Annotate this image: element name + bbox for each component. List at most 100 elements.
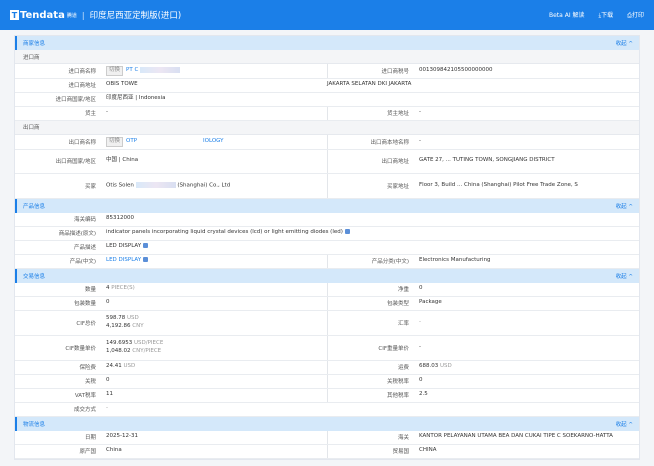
label: 产品(中文) [69,259,96,266]
label: 出口商地址 [381,159,409,166]
page-title: 印度尼西亚定制版(进口) [89,11,182,21]
section-product: 产品信息 收起 ^ [15,198,639,213]
value: Electronics Manufacturing [419,257,491,264]
label: 买家地址 [386,183,409,190]
label: 商品描述(原文) [58,231,96,238]
value: LED DISPLAY [106,243,142,250]
label: 进口商地址 [68,83,96,90]
value: 0 [106,377,110,384]
label: 海关编码 [73,217,96,224]
value: 001309842105500000000 [419,67,493,73]
value: - [419,318,421,325]
label: CIF数量单价 [65,345,96,352]
importer-name-link[interactable]: PT C [126,67,139,73]
product-link[interactable]: LED DISPLAY [106,257,142,264]
label: 贸易国 [392,449,409,456]
label: CIF总价 [76,320,96,327]
exporter-name-link-2[interactable]: IOLOGY [203,137,224,144]
value: 149.6953 [106,339,133,346]
value: - [419,343,421,350]
switch-tag[interactable]: 切换 [106,136,124,147]
importer-subheader: 进口商 [15,50,639,64]
translate-icon[interactable] [143,257,149,263]
download-label: 下载 [601,12,614,19]
print-button[interactable]: ⎙打印 [627,10,644,20]
translate-icon[interactable] [143,243,149,249]
section-trade: 交易信息 收起 ^ [15,268,639,283]
logo-text: Tendata [20,9,65,21]
value: Package [419,299,442,306]
exporter-subheader: 出口商 [15,120,639,135]
value: China [106,447,122,454]
section-logistics: 物流信息 收起 ^ [15,416,639,431]
unit: CNY [132,322,144,329]
section-title: 产品信息 [23,203,46,210]
value: 2.5 [419,391,428,398]
value: 4,192.86 [106,322,131,329]
label: CIF重量单价 [378,345,409,352]
label: 原产国 [79,449,96,456]
buyer-value-2: (Shanghai) Co., Ltd [177,182,231,189]
value: CHINA [419,447,437,454]
value: 85312000 [106,215,134,222]
label: 产品分类(中文) [371,259,409,266]
unit: USD/PIECE [134,339,164,346]
collapse-button[interactable]: 收起 ^ [615,421,633,428]
switch-tag[interactable]: 切换 [106,66,124,76]
buyer-value: Otis Solen [106,182,134,189]
label: 进口商税号 [381,68,409,75]
unit: CNY/PIECE [132,347,162,354]
label: 出口商本地名称 [370,139,409,146]
unit: PIECE(S) [111,285,135,292]
label: 产品描述 [73,245,96,252]
translate-icon[interactable] [344,229,350,235]
label: 货主 [84,111,96,118]
value: 598.78 [106,314,126,321]
value: OBIS TOWE [106,81,138,88]
label: 进口商国家/地区 [55,97,96,104]
value: - [106,109,108,116]
detail-panel: 商家信息 收起 ^ 进口商 进口商名称 切换 PT C 进口商税号 0013098421… [14,35,640,460]
value: - [419,109,421,116]
label: 关税税率 [386,379,409,386]
logo: T Tendata 腾道 [10,9,77,21]
unit: USD [123,363,136,370]
value: 688.03 [419,363,439,370]
label: 关税 [84,379,96,386]
value: 1,048.02 [106,347,131,354]
value: JAKARTA SELATAN DKI JAKARTA [327,81,412,88]
ai-interpret-button[interactable]: Beta AI 解读 [548,12,585,19]
value: KANTOR PELAYANAN UTAMA BEA DAN CUKAI TIP… [419,433,613,440]
label: VAT税率 [74,393,96,400]
label: 出口商国家/地区 [55,159,96,166]
label: 汇率 [397,320,409,327]
value: - [106,405,108,412]
download-icon: ⤓ [598,12,602,19]
collapse-button[interactable]: 收起 ^ [615,273,633,280]
label: 出口商名称 [68,139,96,146]
redacted [140,66,181,73]
label: 保险费 [79,365,96,372]
section-title: 物流信息 [23,421,46,428]
label: 包装类型 [386,301,409,308]
label: 数量 [84,287,96,294]
redacted [135,181,176,188]
section-title: 商家信息 [23,41,46,47]
value: 0 [419,377,423,384]
download-button[interactable]: ⤓下载 [599,10,614,20]
value: 24.41 [106,363,122,370]
collapse-button[interactable]: 收起 ^ [615,203,633,210]
label: 成交方式 [73,407,96,414]
exporter-name-link[interactable]: OTP [126,137,138,144]
section-title: 交易信息 [23,273,46,280]
label: 日期 [84,435,96,442]
value: 11 [106,391,113,398]
value: 2025-12-31 [106,433,138,440]
value: - [419,137,421,144]
label: 买家 [84,183,96,190]
print-label: 打印 [631,12,644,19]
collapse-button[interactable]: 收起 ^ [615,41,633,47]
value: 印度尼西亚 | Indonesia [106,95,166,102]
value: GATE 27, ... TUTING TOWN, SONGJIANG DIST… [419,157,555,164]
unit: USD [440,363,452,370]
